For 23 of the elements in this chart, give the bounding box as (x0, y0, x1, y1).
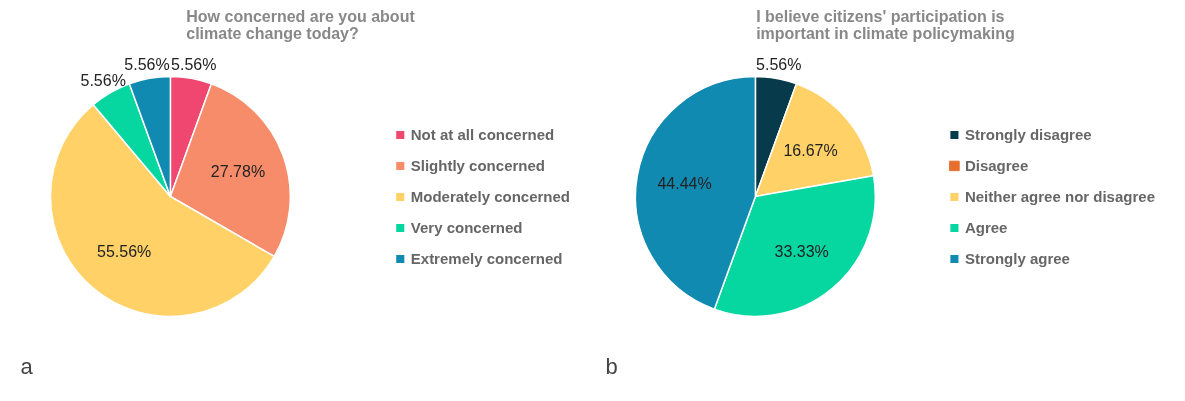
data-label: 27.78% (210, 163, 266, 181)
legend-label: Strongly agree (964, 249, 1070, 267)
legend-label: Extremely concerned (410, 249, 563, 267)
chart-title: I believe citizens' participation is important in climate policymaking (756, 7, 1015, 42)
data-label: 5.56% (171, 55, 217, 73)
chart-title: How concerned are you about climate change today? (186, 7, 416, 42)
legend-label: Strongly disagree (964, 125, 1092, 143)
data-label: 5.56% (756, 55, 802, 73)
data-label: 33.33% (774, 243, 829, 261)
legend-label: Agree (964, 218, 1008, 236)
legend-label: Moderately concerned (410, 187, 570, 205)
text: a (20, 353, 34, 379)
text: b (605, 353, 618, 379)
legend-label: Disagree (964, 156, 1029, 174)
legend-label: Not at all concerned (410, 125, 555, 143)
data-label: 16.67% (783, 141, 838, 159)
data-label: 5.56% (124, 55, 170, 73)
data-label: 44.44% (657, 175, 712, 193)
data-label: 5.56% (80, 71, 126, 89)
data-label: 55.56% (97, 243, 152, 261)
legend-label: Neither agree nor disagree (964, 187, 1155, 205)
legend-label: Very concerned (410, 218, 523, 236)
legend-label: Slightly concerned (410, 156, 545, 174)
